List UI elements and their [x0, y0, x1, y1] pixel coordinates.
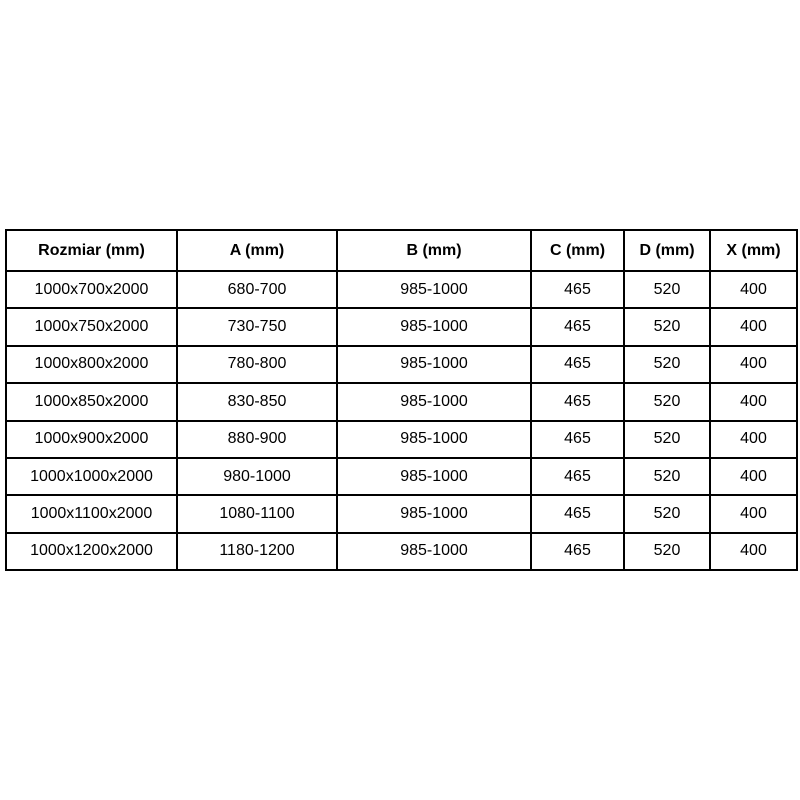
table-cell: 1180-1200: [176, 531, 338, 572]
table-cell: 465: [530, 269, 625, 310]
table-cell: 400: [709, 456, 798, 497]
table-cell: 400: [709, 269, 798, 310]
table-cell: 520: [623, 382, 711, 422]
table-cell: 465: [530, 456, 625, 497]
column-header-x: X (mm): [709, 229, 798, 272]
column-header-rozmiar: Rozmiar (mm): [5, 229, 178, 272]
table-cell: 465: [530, 382, 625, 422]
table-row: 1000x750x2000 730-750 985-1000 465 520 4…: [5, 307, 798, 347]
table-cell: 1000x1100x2000: [5, 494, 178, 534]
table-cell: 1080-1100: [176, 494, 338, 534]
table-cell: 985-1000: [336, 456, 532, 497]
table-cell: 520: [623, 531, 711, 572]
table-cell: 1000x800x2000: [5, 344, 178, 385]
table-cell: 400: [709, 531, 798, 572]
table-cell: 465: [530, 307, 625, 347]
table-cell: 1000x1000x2000: [5, 456, 178, 497]
table-cell: 985-1000: [336, 269, 532, 310]
table-cell: 520: [623, 344, 711, 385]
table-cell: 465: [530, 531, 625, 572]
table-cell: 1000x900x2000: [5, 419, 178, 459]
table-row: 1000x1200x2000 1180-1200 985-1000 465 52…: [5, 531, 798, 572]
table-cell: 830-850: [176, 382, 338, 422]
column-header-d: D (mm): [623, 229, 711, 272]
table-row: 1000x700x2000 680-700 985-1000 465 520 4…: [5, 269, 798, 310]
table-row: 1000x1000x2000 980-1000 985-1000 465 520…: [5, 456, 798, 497]
table-cell: 1000x750x2000: [5, 307, 178, 347]
table-cell: 1000x1200x2000: [5, 531, 178, 572]
table-cell: 985-1000: [336, 531, 532, 572]
table-header-row: Rozmiar (mm) A (mm) B (mm) C (mm) D (mm)…: [5, 229, 798, 272]
table-cell: 400: [709, 382, 798, 422]
table-cell: 1000x850x2000: [5, 382, 178, 422]
table-row: 1000x1100x2000 1080-1100 985-1000 465 52…: [5, 494, 798, 534]
table-row: 1000x800x2000 780-800 985-1000 465 520 4…: [5, 344, 798, 385]
table-row: 1000x850x2000 830-850 985-1000 465 520 4…: [5, 382, 798, 422]
table-cell: 985-1000: [336, 419, 532, 459]
table-cell: 520: [623, 419, 711, 459]
table-cell: 520: [623, 456, 711, 497]
size-spec-table: Rozmiar (mm) A (mm) B (mm) C (mm) D (mm)…: [5, 229, 798, 572]
table-cell: 985-1000: [336, 307, 532, 347]
table-cell: 465: [530, 419, 625, 459]
table-cell: 465: [530, 494, 625, 534]
table-cell: 1000x700x2000: [5, 269, 178, 310]
table-cell: 400: [709, 344, 798, 385]
table-cell: 520: [623, 494, 711, 534]
table-cell: 520: [623, 307, 711, 347]
table-cell: 980-1000: [176, 456, 338, 497]
table-row: 1000x900x2000 880-900 985-1000 465 520 4…: [5, 419, 798, 459]
table-cell: 985-1000: [336, 382, 532, 422]
table-cell: 400: [709, 419, 798, 459]
table-cell: 400: [709, 307, 798, 347]
column-header-a: A (mm): [176, 229, 338, 272]
table-cell: 880-900: [176, 419, 338, 459]
table-cell: 680-700: [176, 269, 338, 310]
table-cell: 780-800: [176, 344, 338, 385]
table-cell: 520: [623, 269, 711, 310]
table-cell: 985-1000: [336, 344, 532, 385]
table-cell: 985-1000: [336, 494, 532, 534]
table-cell: 400: [709, 494, 798, 534]
table-cell: 730-750: [176, 307, 338, 347]
column-header-c: C (mm): [530, 229, 625, 272]
column-header-b: B (mm): [336, 229, 532, 272]
table-cell: 465: [530, 344, 625, 385]
